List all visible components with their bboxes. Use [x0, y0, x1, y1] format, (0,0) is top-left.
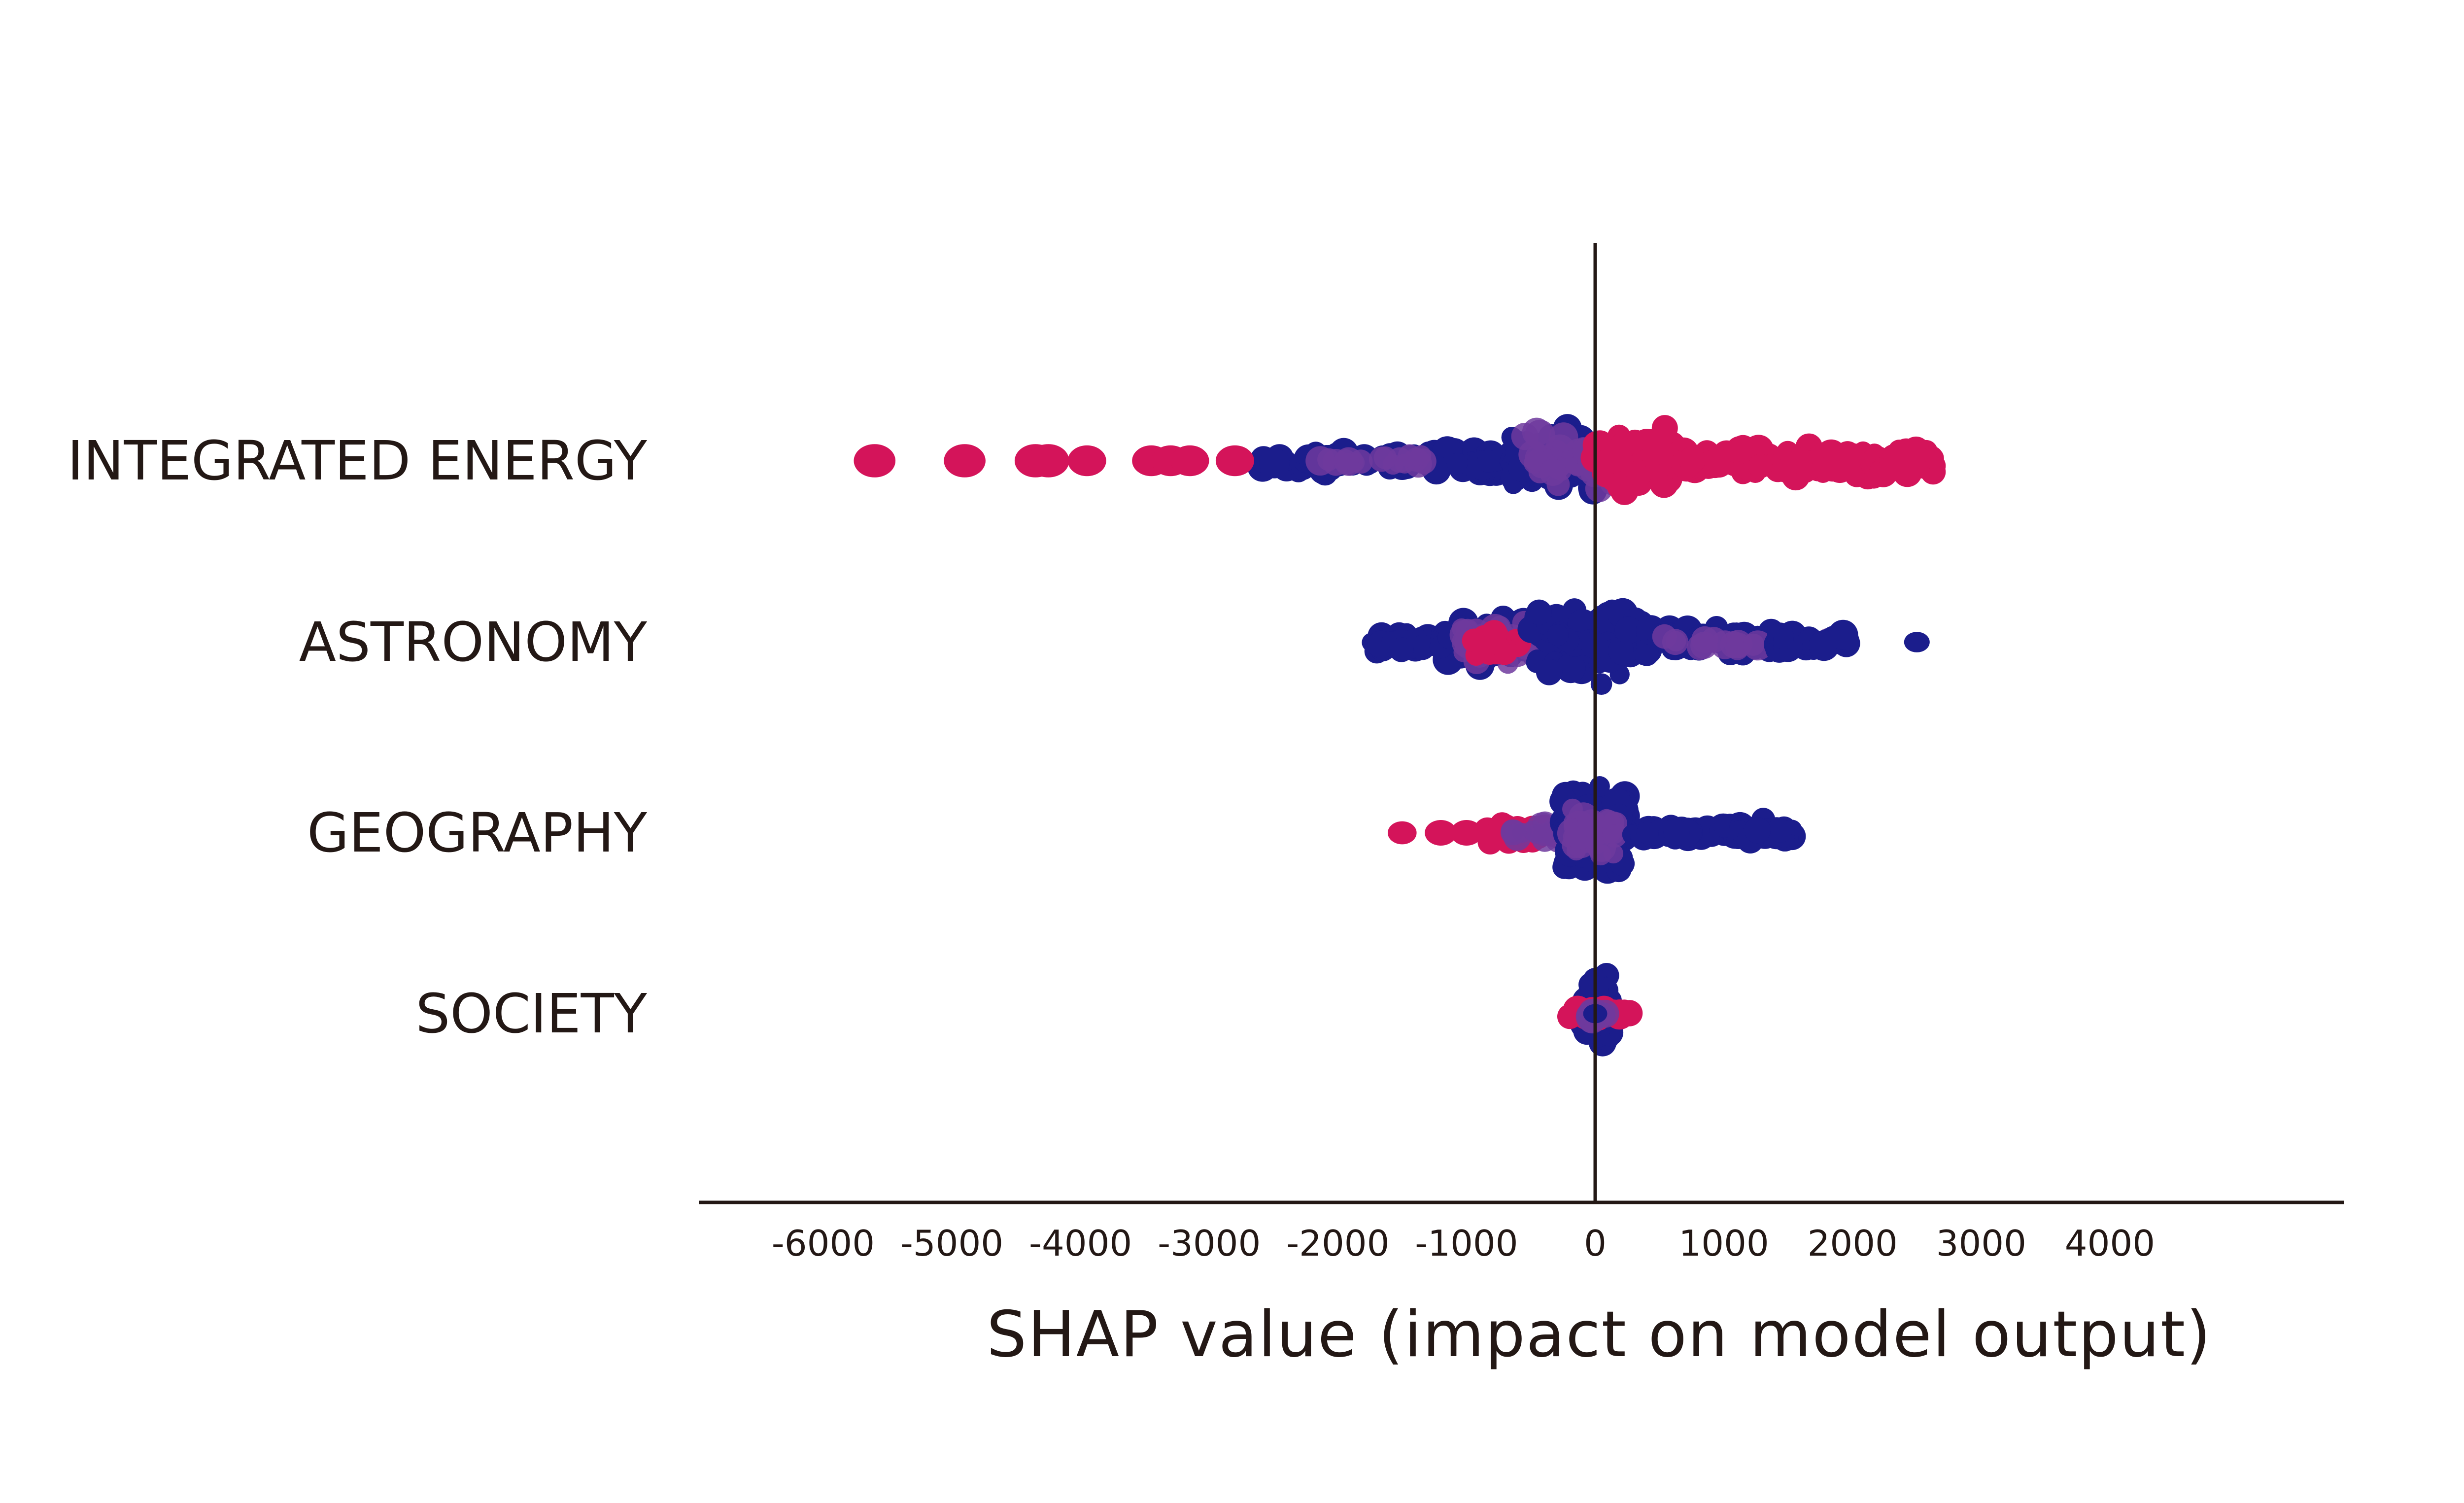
points-layer [854, 414, 1946, 1057]
feature-labels: INTEGRATED ENERGY ASTRONOMY GEOGRAPHY SOCIE… [68, 429, 648, 1045]
point-astronomy [1526, 599, 1552, 625]
outlier-point-geography [1450, 820, 1483, 846]
point-integrated-energy [1729, 435, 1757, 462]
x-tick-labels: -6000 -5000 -4000 -3000 -2000 -1000 0 1000 2000 3… [772, 1223, 2155, 1264]
x-axis-title: SHAP value (impact on model output) [987, 1298, 2212, 1371]
point-astronomy [1536, 659, 1563, 685]
point-integrated-energy [1259, 448, 1290, 478]
x-tick-label: -5000 [900, 1223, 1003, 1264]
x-tick-label: 3000 [1936, 1223, 2026, 1264]
x-tick-label: -3000 [1158, 1223, 1261, 1264]
point-astronomy [1614, 616, 1643, 644]
feature-label-astronomy: ASTRONOMY [299, 611, 648, 674]
x-tick-label: -6000 [772, 1223, 875, 1264]
point-integrated-energy [1373, 446, 1397, 470]
point-astronomy [1828, 619, 1858, 650]
outlier-point-geography [1388, 821, 1417, 845]
point-integrated-energy [1877, 457, 1902, 483]
x-tick-label: 1000 [1678, 1223, 1769, 1264]
point-geography [1663, 819, 1690, 846]
point-integrated-energy [1640, 429, 1665, 454]
feature-label-society: SOCIETY [415, 982, 647, 1045]
point-geography [1596, 809, 1616, 829]
point-integrated-energy [1305, 446, 1335, 476]
point-astronomy [1773, 628, 1794, 649]
outlier-point-integrated-energy [1027, 444, 1069, 478]
point-integrated-energy [1477, 450, 1500, 473]
point-geography [1605, 824, 1624, 844]
point-astronomy [1556, 653, 1586, 683]
point-integrated-energy [1336, 453, 1359, 475]
point-geography [1636, 822, 1659, 845]
feature-label-integrated-energy: INTEGRATED ENERGY [68, 429, 648, 492]
point-integrated-energy [1785, 450, 1807, 472]
point-integrated-energy [1922, 447, 1944, 469]
point-integrated-energy [1446, 453, 1469, 475]
x-tick-label: -1000 [1415, 1223, 1518, 1264]
outlier-point-integrated-energy [854, 444, 896, 478]
point-geography [1745, 817, 1771, 844]
point-integrated-energy [1748, 454, 1773, 478]
point-integrated-energy [1398, 444, 1421, 468]
point-geography [1478, 827, 1500, 848]
point-integrated-energy [1816, 456, 1839, 479]
outlier-point-astronomy [1904, 632, 1930, 652]
outlier-point-integrated-energy [1170, 445, 1209, 477]
point-astronomy [1665, 631, 1686, 652]
point-integrated-energy [1539, 459, 1567, 486]
x-tick-label: -4000 [1029, 1223, 1132, 1264]
point-astronomy [1547, 624, 1569, 646]
point-geography [1501, 820, 1527, 846]
point-society [1557, 1004, 1582, 1029]
feature-label-geography: GEOGRAPHY [307, 801, 648, 864]
outlier-point-integrated-energy [944, 444, 986, 478]
point-astronomy [1410, 635, 1436, 660]
outlier-point-integrated-energy [1215, 445, 1254, 477]
x-tick-label: 4000 [2065, 1223, 2155, 1264]
outlier-point-geography [1425, 820, 1457, 846]
x-tick-label: 0 [1584, 1223, 1607, 1264]
point-astronomy [1471, 639, 1495, 663]
point-astronomy [1635, 642, 1659, 666]
point-geography [1589, 776, 1610, 797]
point-astronomy [1720, 631, 1747, 658]
point-integrated-energy [1602, 448, 1627, 473]
x-tick-label: -2000 [1286, 1223, 1389, 1264]
outlier-point-integrated-energy [1067, 445, 1106, 477]
x-tick-label: 2000 [1808, 1223, 1898, 1264]
point-astronomy [1743, 630, 1773, 661]
point-integrated-energy [1525, 419, 1555, 450]
point-integrated-energy [1678, 446, 1706, 474]
point-geography [1768, 819, 1792, 843]
point-integrated-energy [1549, 422, 1578, 452]
point-integrated-energy [1896, 442, 1924, 470]
point-astronomy [1691, 626, 1718, 653]
point-astronomy [1389, 637, 1414, 662]
